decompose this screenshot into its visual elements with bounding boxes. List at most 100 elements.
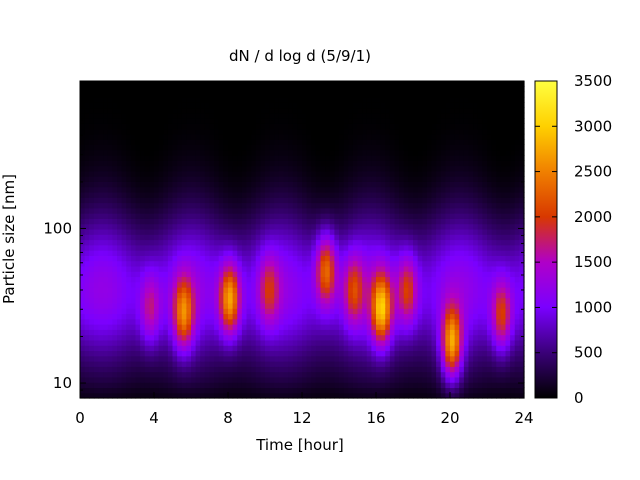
heatmap-cell xyxy=(228,345,234,352)
heatmap-cell xyxy=(149,186,155,193)
heatmap-cell xyxy=(93,96,100,103)
heatmap-cell xyxy=(385,376,391,383)
heatmap-cell xyxy=(450,123,456,130)
heatmap-cell xyxy=(325,329,331,336)
heatmap-cell xyxy=(278,144,285,151)
heatmap-cell xyxy=(454,191,460,198)
heatmap-cell xyxy=(454,160,460,167)
heatmap-cell xyxy=(283,324,289,330)
heatmap-cell xyxy=(251,371,257,378)
heatmap-cell xyxy=(269,308,275,315)
heatmap-cell xyxy=(204,255,211,262)
heatmap-cell xyxy=(241,186,248,193)
heatmap-cell xyxy=(297,297,303,304)
heatmap-cell xyxy=(371,228,377,235)
heatmap-cell xyxy=(265,281,271,288)
heatmap-cell xyxy=(278,292,285,299)
heatmap-cell xyxy=(408,149,414,156)
heatmap-cell xyxy=(163,176,169,182)
heatmap-cell xyxy=(103,144,109,151)
heatmap-cell xyxy=(366,223,372,230)
heatmap-cell xyxy=(154,276,160,283)
heatmap-cell xyxy=(385,281,391,288)
heatmap-cell xyxy=(315,107,322,114)
heatmap-cell xyxy=(399,117,405,124)
heatmap-cell xyxy=(394,334,400,341)
heatmap-cell xyxy=(93,117,100,124)
heatmap-cell xyxy=(371,276,377,283)
heatmap-cell xyxy=(149,228,155,235)
heatmap-cell xyxy=(186,255,192,262)
heatmap-cell xyxy=(371,191,377,198)
heatmap-cell xyxy=(371,133,377,140)
heatmap-cell xyxy=(84,165,90,172)
heatmap-cell xyxy=(200,250,206,256)
heatmap-cell xyxy=(260,181,266,188)
heatmap-cell xyxy=(135,339,141,346)
heatmap-cell xyxy=(228,297,234,304)
heatmap-cell xyxy=(89,139,95,145)
heatmap-cell xyxy=(255,318,261,325)
heatmap-cell xyxy=(362,334,368,341)
heatmap-cell xyxy=(265,276,271,283)
heatmap-cell xyxy=(463,376,470,383)
heatmap-cell xyxy=(343,287,349,293)
heatmap-cell xyxy=(385,276,391,283)
heatmap-cell xyxy=(255,392,261,399)
heatmap-cell xyxy=(149,345,155,352)
heatmap-cell xyxy=(315,176,322,182)
heatmap-cell xyxy=(380,302,386,309)
heatmap-cell xyxy=(362,191,368,198)
heatmap-cell xyxy=(431,276,437,283)
heatmap-cell xyxy=(223,355,229,362)
heatmap-cell xyxy=(251,165,257,172)
heatmap-cell xyxy=(195,81,201,87)
heatmap-cell xyxy=(380,382,386,389)
heatmap-cell xyxy=(352,276,359,283)
heatmap-cell xyxy=(204,154,211,161)
heatmap-cell xyxy=(260,154,266,161)
heatmap-cell xyxy=(140,308,146,315)
heatmap-cell xyxy=(450,376,456,383)
heatmap-cell xyxy=(292,361,298,367)
heatmap-cell xyxy=(269,202,275,209)
heatmap-cell xyxy=(228,202,234,209)
heatmap-cell xyxy=(126,318,132,325)
heatmap-cell xyxy=(320,302,326,309)
heatmap-cell xyxy=(163,207,169,214)
heatmap-cell xyxy=(431,223,437,230)
heatmap-cell xyxy=(274,392,280,399)
heatmap-cell xyxy=(246,345,252,352)
heatmap-cell xyxy=(144,160,150,167)
heatmap-cell xyxy=(167,324,174,330)
heatmap-cell xyxy=(191,228,197,235)
heatmap-cell xyxy=(431,281,437,288)
heatmap-cell xyxy=(218,355,224,362)
heatmap-cell xyxy=(241,202,248,209)
heatmap-cell xyxy=(357,149,363,156)
heatmap-cell xyxy=(158,139,164,145)
heatmap-cell xyxy=(144,350,150,357)
heatmap-cell xyxy=(339,392,345,399)
heatmap-cell xyxy=(274,107,280,114)
heatmap-cell xyxy=(436,181,442,188)
heatmap-cell xyxy=(436,239,442,246)
heatmap-cell xyxy=(228,239,234,246)
heatmap-cell xyxy=(320,392,326,399)
heatmap-cell xyxy=(200,186,206,193)
heatmap-cell xyxy=(265,86,271,93)
heatmap-cell xyxy=(297,154,303,161)
heatmap-cell xyxy=(408,191,414,198)
heatmap-cell xyxy=(218,213,224,219)
heatmap-cell xyxy=(98,170,104,177)
heatmap-cell xyxy=(246,197,252,204)
heatmap-cell xyxy=(394,392,400,399)
heatmap-cell xyxy=(450,234,456,241)
heatmap-cell xyxy=(422,361,428,367)
heatmap-cell xyxy=(158,128,164,135)
heatmap-cell xyxy=(200,324,206,330)
heatmap-cell xyxy=(408,202,414,209)
heatmap-cell xyxy=(436,392,442,399)
heatmap-cell xyxy=(283,197,289,204)
heatmap-cell xyxy=(204,128,211,135)
